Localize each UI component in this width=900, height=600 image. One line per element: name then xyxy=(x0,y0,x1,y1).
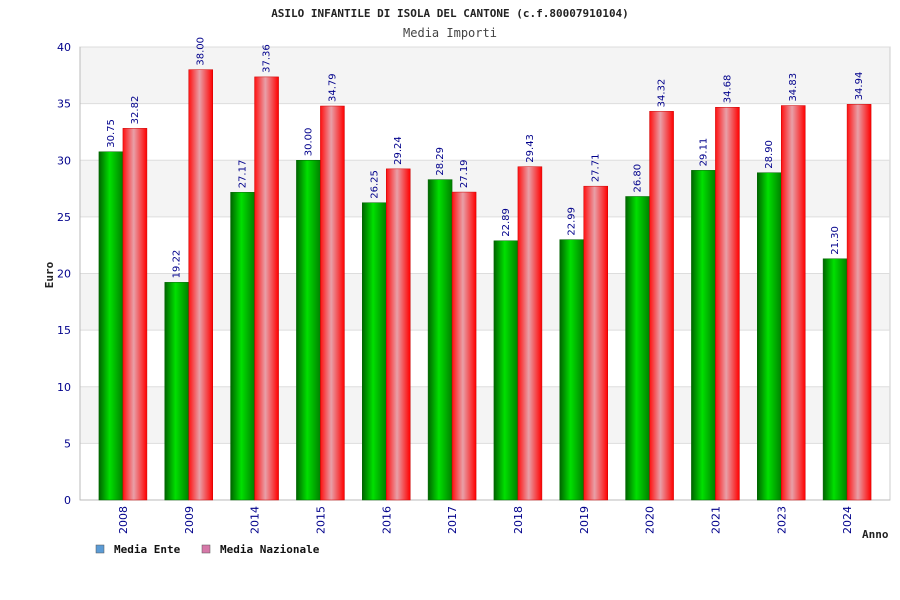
bar-media-nazionale-2020 xyxy=(649,111,674,501)
bar-media-ente-2021 xyxy=(691,170,716,501)
y-tick-label: 40 xyxy=(57,41,71,54)
x-tick-label: 2024 xyxy=(841,506,854,534)
x-tick-label: 2014 xyxy=(249,506,262,534)
bar-media-nazionale-2019 xyxy=(583,185,608,501)
bar-media-nazionale-2016 xyxy=(386,168,411,501)
legend-swatch xyxy=(95,544,105,554)
bar-media-nazionale-2014 xyxy=(254,76,279,501)
plot-band xyxy=(80,216,890,274)
bar-media-nazionale-2023 xyxy=(781,105,806,501)
value-label: 29.11 xyxy=(698,138,709,167)
y-tick-label: 30 xyxy=(57,154,71,167)
y-tick-label: 35 xyxy=(57,98,71,111)
bar-media-ente-2008 xyxy=(98,151,124,501)
legend-label: Media Nazionale xyxy=(220,543,320,556)
bar-media-nazionale-2018 xyxy=(517,166,543,501)
value-label: 29.43 xyxy=(525,134,536,163)
bar-media-ente-2015 xyxy=(296,160,321,501)
plot-band xyxy=(80,160,890,217)
y-axis-ticks: 0 5 10 15 20 25 30 35 40 xyxy=(57,41,71,507)
x-tick-label: 2016 xyxy=(380,506,393,534)
bar-media-nazionale-2015 xyxy=(320,105,345,501)
plot-band xyxy=(80,103,890,161)
chart-title: ASILO INFANTILE DI ISOLA DEL CANTONE (c.… xyxy=(271,7,629,20)
bar-media-ente-2014 xyxy=(230,192,255,501)
plot-band xyxy=(80,273,890,331)
value-label: 34.68 xyxy=(722,75,733,104)
value-label: 30.00 xyxy=(303,128,314,157)
x-tick-label: 2021 xyxy=(709,506,722,534)
value-label: 34.32 xyxy=(657,79,668,108)
value-label: 27.19 xyxy=(459,159,470,188)
plot-band xyxy=(80,386,890,444)
bar-media-nazionale-2021 xyxy=(715,106,740,501)
bar-media-nazionale-2017 xyxy=(451,191,477,501)
y-axis-title: Euro xyxy=(43,261,56,288)
grid-lines xyxy=(79,46,890,501)
value-label: 27.17 xyxy=(238,160,249,189)
value-label: 26.80 xyxy=(633,164,644,193)
legend-label: Media Ente xyxy=(114,543,181,556)
bars xyxy=(98,69,872,501)
bar-media-nazionale-2008 xyxy=(122,128,148,501)
plot-band xyxy=(80,47,890,104)
value-label: 30.75 xyxy=(106,119,117,148)
chart-subtitle: Media Importi xyxy=(403,26,497,40)
x-tick-label: 2023 xyxy=(775,506,788,534)
bar-media-ente-2016 xyxy=(362,202,387,501)
bar-media-nazionale-2024 xyxy=(846,104,872,501)
y-tick-label: 15 xyxy=(57,324,71,337)
value-label: 21.30 xyxy=(830,226,841,255)
legend-swatch xyxy=(201,544,211,554)
bar-media-ente-2017 xyxy=(427,179,453,501)
value-label: 22.89 xyxy=(501,208,512,237)
bar-media-ente-2018 xyxy=(493,240,519,501)
value-label: 26.25 xyxy=(369,170,380,199)
x-tick-label: 2018 xyxy=(512,506,525,534)
value-label: 28.90 xyxy=(764,140,775,169)
value-label: 34.79 xyxy=(327,73,338,102)
value-label: 27.71 xyxy=(591,154,602,183)
y-tick-label: 0 xyxy=(64,494,71,507)
x-tick-label: 2015 xyxy=(314,506,327,534)
x-tick-label: 2019 xyxy=(578,506,591,534)
x-tick-label: 2008 xyxy=(117,506,130,534)
y-tick-label: 20 xyxy=(57,268,71,281)
plot-band xyxy=(80,443,890,500)
bar-media-ente-2024 xyxy=(822,258,848,501)
value-label: 34.83 xyxy=(788,73,799,102)
plot-band xyxy=(80,330,890,387)
value-labels: 30.75 32.82 19.22 38.00 27.17 37.36 30.00 34.79… xyxy=(106,37,865,278)
value-label: 19.22 xyxy=(172,250,183,279)
bar-media-nazionale-2009 xyxy=(188,69,213,501)
bar-media-ente-2020 xyxy=(625,196,650,501)
bar-media-ente-2019 xyxy=(559,239,584,501)
x-axis-ticks: 2008 2009 2014 2015 2016 2017 2018 2019 2020 2021… xyxy=(117,506,854,534)
value-label: 37.36 xyxy=(262,44,273,73)
bar-media-ente-2009 xyxy=(164,282,189,501)
plot-background xyxy=(79,46,891,501)
value-label: 32.82 xyxy=(130,96,141,125)
x-axis-title: Anno xyxy=(862,528,889,541)
y-tick-label: 25 xyxy=(57,211,71,224)
legend: Media Ente Media Nazionale xyxy=(95,543,320,556)
x-tick-label: 2017 xyxy=(446,506,459,534)
value-label: 22.99 xyxy=(567,207,578,236)
bar-media-ente-2023 xyxy=(757,172,782,501)
value-label: 34.94 xyxy=(854,72,865,101)
value-label: 28.29 xyxy=(435,147,446,176)
y-tick-label: 5 xyxy=(64,437,71,450)
x-tick-label: 2009 xyxy=(183,506,196,534)
x-tick-label: 2020 xyxy=(644,506,657,534)
y-tick-label: 10 xyxy=(57,381,71,394)
value-label: 29.24 xyxy=(393,136,404,165)
value-label: 38.00 xyxy=(196,37,207,66)
